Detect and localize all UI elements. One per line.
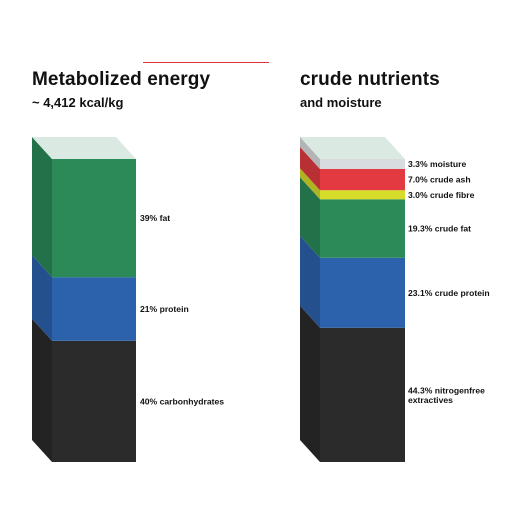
segment-front-crude-protein [320,257,405,328]
segment-side-carbonhydrates [32,318,52,462]
stack-top-face-1 [300,137,405,159]
segment-front-carbonhydrates [52,340,136,462]
segment-front-crude-fibre [320,190,405,200]
segment-label-protein: 21% protein [140,304,189,314]
segment-front-protein [52,277,136,341]
segment-front-moisture [320,159,405,169]
energy-chart-title: Metabolized energy [32,69,211,90]
energy-chart-subtitle: ~ 4,412 kcal/kg [32,95,124,110]
nutrients-chart-subtitle: and moisture [300,95,382,110]
segment-label-crude-fibre: 3.0% crude fibre [408,190,475,200]
segment-front-crude-ash [320,168,405,191]
segment-side-protein [32,255,52,341]
segment-side-fat [32,137,52,278]
segment-label-crude-protein: 23.1% crude protein [408,288,490,298]
segment-side-nitrogenfree-extractives [300,305,320,462]
segment-side-crude-fat [300,177,320,258]
segment-label-fat: 39% fat [140,213,170,223]
segment-side-crude-ash [300,146,320,191]
accent-divider-line [143,62,269,63]
segment-label-moisture: 3.3% moisture [408,159,466,169]
stack-top-face-0 [32,137,136,159]
segment-side-crude-protein [300,235,320,328]
segment-label-carbonhydrates: 40% carbonhydrates [140,396,224,406]
segment-label-nitrogenfree-extractives: 44.3% nitrogenfree extractives [408,386,485,405]
segment-label-crude-ash: 7.0% crude ash [408,175,471,185]
nutrients-chart-title: crude nutrients [300,69,440,90]
segment-side-moisture [300,137,320,169]
stack-column-1: 44.3% nitrogenfree extractives 23.1% crude… [300,137,490,462]
segment-front-fat [52,159,136,278]
segment-front-crude-fat [320,199,405,258]
segment-front-nitrogenfree-extractives [320,327,405,462]
stack-column-0: 40% carbonhydrates 21% protein 39% fat [32,137,224,462]
segment-label-crude-fat: 19.3% crude fat [408,224,471,234]
segment-side-crude-fibre [300,168,320,200]
